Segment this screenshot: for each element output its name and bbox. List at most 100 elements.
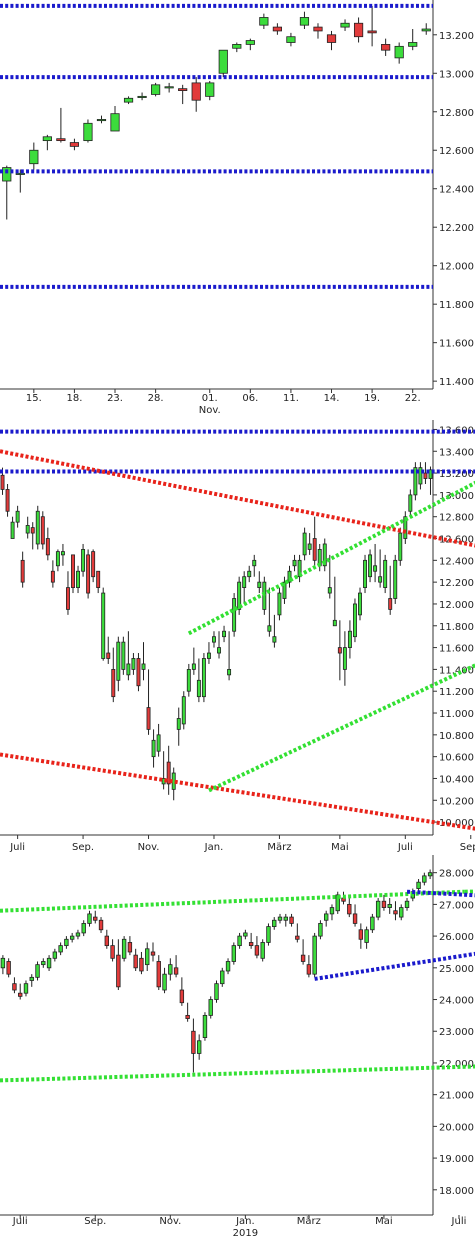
candle-body-down xyxy=(166,761,171,785)
candle-body-down xyxy=(50,570,55,583)
candle-body-up xyxy=(329,907,335,915)
candle-body-up xyxy=(370,916,375,931)
candle-body-up xyxy=(252,559,257,567)
y-tick-label: 12.200 xyxy=(439,223,474,234)
y-tick-label: 12.600 xyxy=(439,146,474,157)
candle-body-down xyxy=(367,30,377,34)
x-tick-label: 06. xyxy=(242,393,258,404)
trend-lines xyxy=(0,889,475,1083)
candle-body-up xyxy=(181,696,186,725)
candle-body-down xyxy=(388,598,393,610)
candle-body-up xyxy=(196,679,201,698)
candle-body-up xyxy=(206,652,211,659)
candle-body-up xyxy=(116,641,121,681)
candle-body-up xyxy=(428,469,433,479)
candle-body-up xyxy=(69,935,75,940)
y-axis-ticks: 13.200 13.000 12.800 12.600 12.400 12.200 12.0… xyxy=(433,31,474,388)
candle-body-up xyxy=(81,549,86,572)
y-tick-label: 13.400 xyxy=(439,447,474,458)
y-tick-label: 25.000 xyxy=(439,964,474,975)
red-dotted-line xyxy=(0,449,475,548)
candle-body-up xyxy=(2,167,12,182)
y-tick-label: 11.000 xyxy=(439,709,474,720)
candle-body-down xyxy=(381,44,391,51)
candle-body-up xyxy=(237,935,242,947)
candle-body-down xyxy=(110,945,115,959)
y-tick-label: 23.000 xyxy=(439,1027,474,1038)
x-sub-label: 2019 xyxy=(233,1228,258,1239)
x-tick-label: 18. xyxy=(66,393,82,404)
y-tick-label: 11.400 xyxy=(439,377,474,388)
candle-body-up xyxy=(272,919,277,927)
candle-body-down xyxy=(12,983,17,991)
candle-body-up xyxy=(416,881,421,889)
candle-body-up xyxy=(41,961,46,966)
candle-body-down xyxy=(191,82,201,101)
candle-body-up xyxy=(145,948,150,966)
candle-body-up xyxy=(418,467,423,485)
candle-body-up xyxy=(205,82,215,97)
y-tick-label: 13.000 xyxy=(439,69,474,80)
candle-body-up xyxy=(81,923,86,934)
x-tick-label: Sep. xyxy=(84,1216,106,1227)
candle-body-down xyxy=(306,964,312,975)
candle-body-up xyxy=(322,543,327,567)
candle-body-down xyxy=(96,570,101,589)
candle-body-up xyxy=(60,551,65,556)
candle-body-down xyxy=(248,942,254,947)
candle-body-down xyxy=(45,538,50,556)
candle-body-down xyxy=(393,910,398,915)
candle-body-down xyxy=(6,961,11,975)
y-tick-label: 12.200 xyxy=(439,578,474,589)
y-tick-label: 10.000 xyxy=(439,818,474,829)
y-tick-label: 28.000 xyxy=(439,869,474,880)
y-tick-label: 18.000 xyxy=(439,1186,474,1197)
candle-body-down xyxy=(295,935,300,940)
candle-body-down xyxy=(136,658,141,687)
candle-body-up xyxy=(121,641,126,670)
trend-lines xyxy=(0,429,475,831)
candle-body-down xyxy=(312,538,317,561)
candle-body-up xyxy=(318,923,323,937)
candle-body-down xyxy=(86,554,91,594)
candle-body-up xyxy=(393,559,398,599)
candle-body-up xyxy=(302,532,307,556)
candle-body-up xyxy=(373,565,378,572)
candle-body-down xyxy=(254,945,260,956)
candle-body-up xyxy=(15,510,20,523)
candle-body-up xyxy=(287,570,292,583)
candle-body-up xyxy=(299,17,310,26)
y-tick-label: 11.600 xyxy=(439,339,474,350)
x-tick-label: Mai xyxy=(331,842,349,853)
x-tick-label: Nov. xyxy=(159,1216,181,1227)
candle-body-up xyxy=(83,122,93,142)
x-tick-label: Sep. xyxy=(72,842,94,853)
candle-body-up xyxy=(186,668,191,692)
candle-body-up xyxy=(324,913,329,921)
candle-body-up xyxy=(327,587,332,594)
candle-body-down xyxy=(178,88,188,91)
weekly-candlestick-chart-upper: 13.60013.40013.20013.00012.80012.60012.4… xyxy=(0,420,475,853)
y-tick-label: 11.800 xyxy=(439,622,474,633)
candle-body-up xyxy=(237,581,242,610)
y-axis-ticks: 13.60013.40013.20013.00012.80012.60012.4… xyxy=(433,425,474,829)
x-tick-label: Nov. xyxy=(138,842,160,853)
y-tick-label: 24.000 xyxy=(439,996,474,1007)
candle-body-down xyxy=(150,951,156,956)
x-tick-label: Juli xyxy=(9,842,25,853)
y-tick-label: 13.200 xyxy=(439,31,474,42)
candle-body-down xyxy=(381,900,387,908)
candle-body-up xyxy=(196,1040,202,1054)
candle-body-up xyxy=(403,516,408,539)
x-tick-label: 22. xyxy=(405,393,421,404)
candle-body-up xyxy=(10,521,15,539)
candle-body-up xyxy=(42,136,52,142)
y-tick-label: 12.400 xyxy=(439,556,474,567)
candle-body-up xyxy=(110,113,120,132)
candle-body-up xyxy=(201,658,206,698)
candle-body-up xyxy=(394,45,404,59)
candle-body-down xyxy=(326,34,337,43)
candle-body-up xyxy=(202,1014,208,1038)
candle-body-up xyxy=(126,663,131,676)
candle-body-down xyxy=(56,138,66,142)
